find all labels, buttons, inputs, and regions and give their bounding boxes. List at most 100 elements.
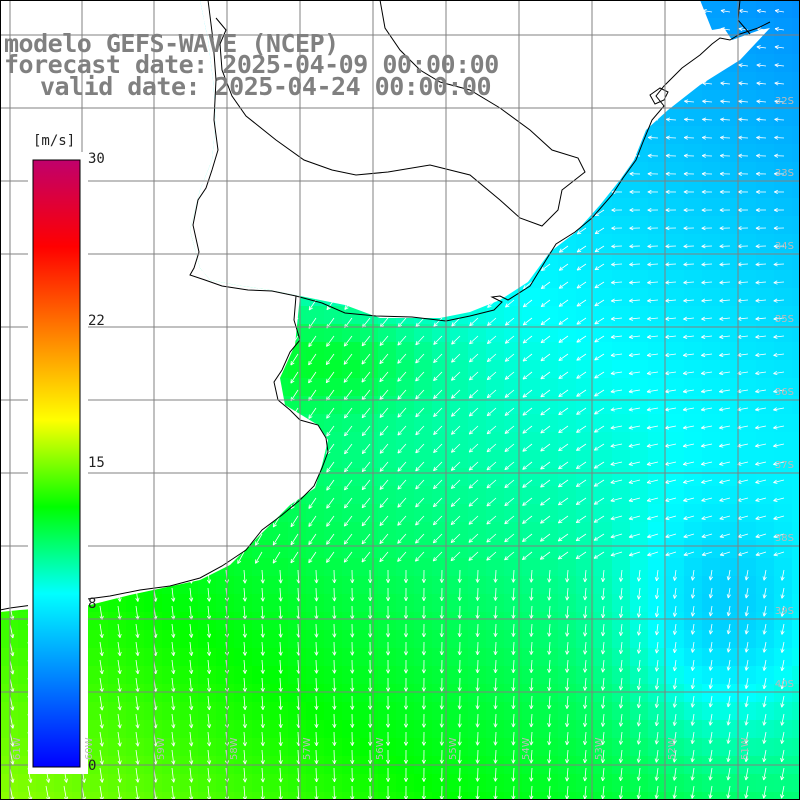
wind-arrow — [756, 81, 767, 86]
wind-arrow — [774, 171, 785, 176]
wind-arrow — [646, 371, 659, 376]
colorbar-tick-label: 15 — [88, 454, 105, 471]
wind-arrow — [361, 461, 371, 473]
wind-arrow — [719, 334, 731, 339]
wind-arrow — [719, 407, 731, 412]
wind-arrow — [755, 389, 767, 394]
wind-arrow — [486, 479, 497, 489]
latitude-label: 35S — [774, 314, 794, 325]
wind-arrow — [738, 63, 749, 68]
wind-arrow — [594, 371, 605, 379]
wind-arrow — [647, 189, 659, 195]
wind-arrow — [468, 461, 479, 471]
wind-arrow — [540, 407, 551, 416]
wind-arrow — [755, 461, 767, 466]
wind-arrow — [433, 425, 443, 435]
longitude-label: 60W — [84, 737, 95, 760]
wind-arrow — [361, 497, 371, 509]
wind-arrow — [682, 425, 695, 430]
wind-arrow — [379, 407, 389, 418]
wind-arrow — [682, 389, 695, 394]
wind-arrow — [720, 81, 731, 86]
wind-arrow — [683, 226, 695, 231]
wind-arrow — [755, 280, 767, 285]
wind-arrow — [700, 407, 713, 412]
wind-arrow — [682, 461, 695, 466]
wind-arrow — [469, 317, 479, 327]
wind-arrow — [774, 135, 785, 140]
wind-arrow — [504, 407, 515, 416]
wind-arrow — [558, 407, 569, 416]
wind-arrow — [701, 189, 713, 195]
wind-arrow — [361, 371, 371, 383]
wind-arrow — [433, 317, 443, 327]
wind-arrow — [683, 352, 695, 358]
wind-arrow — [773, 389, 785, 394]
wind-arrow — [738, 153, 749, 158]
wind-arrow — [308, 299, 317, 311]
wind-arrow — [719, 171, 731, 176]
wind-arrow — [594, 407, 605, 415]
wind-arrow — [451, 425, 461, 435]
wind-arrow — [522, 371, 533, 380]
wind-arrow — [486, 443, 497, 453]
wind-arrow — [774, 45, 785, 50]
wind-arrow — [290, 371, 299, 384]
wind-arrow — [773, 352, 785, 358]
wind-arrow — [646, 425, 659, 430]
wind-arrow — [326, 335, 335, 347]
wind-arrow — [451, 353, 461, 363]
wind-arrow — [504, 497, 515, 507]
wind-arrow — [719, 280, 731, 285]
wind-arrow — [755, 298, 767, 303]
wind-arrow — [665, 497, 677, 502]
wind-arrow — [594, 353, 605, 361]
wind-arrow — [629, 244, 641, 249]
wind-arrow — [646, 352, 659, 358]
wind-arrow — [629, 207, 641, 213]
wind-arrow — [397, 425, 407, 436]
wind-arrow — [610, 407, 623, 412]
wind-arrow — [361, 425, 371, 437]
wind-arrow — [628, 497, 641, 503]
wind-arrow — [433, 371, 443, 382]
wind-arrow — [504, 461, 515, 471]
wind-arrow — [468, 479, 479, 489]
wind-arrow — [504, 353, 515, 362]
wind-arrow — [647, 262, 659, 267]
wind-arrow — [433, 443, 443, 454]
wind-arrow — [486, 497, 497, 507]
wind-arrow — [522, 479, 533, 488]
wind-arrow — [397, 335, 407, 346]
longitude-label: 56W — [375, 737, 386, 760]
wind-arrow — [540, 479, 551, 488]
wind-arrow — [774, 99, 785, 104]
wind-arrow — [450, 461, 461, 471]
wind-arrow — [738, 117, 749, 122]
wind-arrow — [504, 443, 515, 452]
wind-arrow — [719, 352, 731, 358]
wind-arrow — [486, 335, 497, 344]
wind-arrow — [628, 425, 641, 430]
wind-arrow — [433, 353, 443, 364]
wind-arrow — [774, 9, 785, 14]
wind-arrow — [665, 171, 677, 176]
wind-arrow — [701, 153, 713, 158]
wind-arrow — [308, 407, 317, 419]
wind-arrow — [611, 207, 623, 213]
wind-arrow — [628, 371, 641, 376]
wind-arrow — [558, 299, 569, 307]
wind-arrow — [611, 262, 623, 267]
wind-arrow — [540, 281, 551, 289]
wind-arrow — [505, 299, 515, 308]
wind-arrow — [683, 262, 695, 267]
wind-arrow — [576, 425, 587, 433]
wind-arrow — [326, 515, 335, 527]
wind-arrow — [701, 244, 713, 249]
wind-arrow — [593, 461, 605, 469]
wind-arrow — [415, 425, 425, 436]
wind-arrow — [469, 335, 479, 345]
wind-arrow — [700, 425, 713, 430]
wind-arrow — [665, 135, 677, 140]
wind-arrow — [737, 207, 749, 213]
